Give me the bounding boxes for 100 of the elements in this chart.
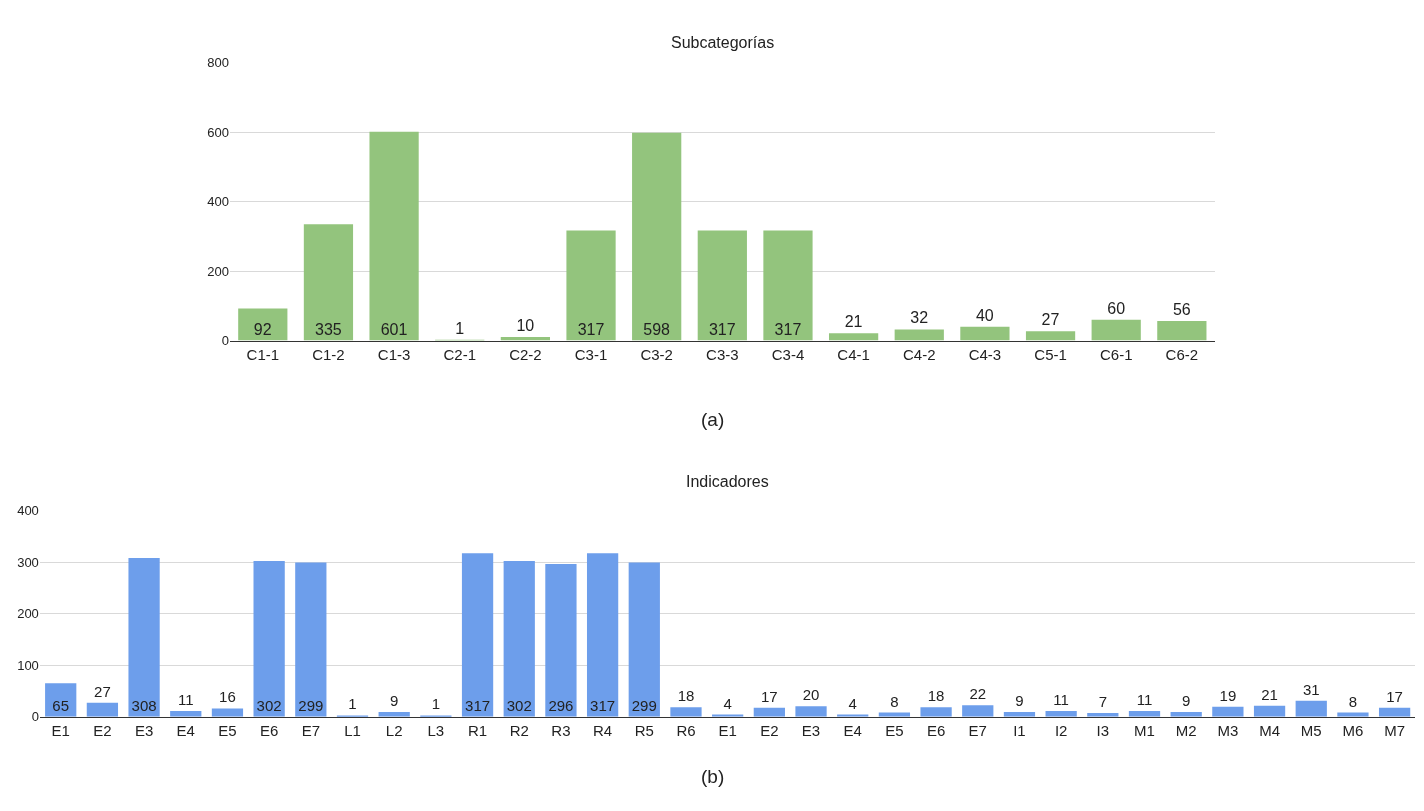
data-label: 92	[253, 320, 272, 338]
x-tick-label: C1-2	[312, 345, 345, 363]
x-tick-label: E2	[760, 721, 779, 739]
y-tick-label: 0	[31, 709, 39, 725]
data-label: 296	[548, 696, 574, 714]
x-tick-label: E6	[926, 721, 946, 739]
x-tick-label: C3-1	[574, 345, 608, 363]
data-label: 317	[465, 696, 491, 714]
data-label: 10	[516, 317, 535, 335]
y-tick-label: 400	[207, 194, 229, 210]
data-label: 1	[455, 319, 465, 337]
data-label: 11	[177, 690, 194, 708]
y-tick-label: 200	[207, 263, 229, 279]
x-tick-label: R6	[676, 721, 696, 739]
y-tick-label: 200	[17, 606, 39, 622]
data-label: 32	[910, 309, 929, 327]
x-tick-label: M1	[1134, 721, 1155, 739]
x-tick-label: R5	[634, 721, 654, 739]
data-label: 18	[677, 687, 695, 705]
y-tick-label: 600	[207, 124, 229, 140]
data-label: 9	[1015, 692, 1024, 709]
x-tick-label: E4	[843, 721, 862, 739]
x-tick-label: C3-4	[771, 345, 805, 363]
x-tick-label: C5-1	[1034, 345, 1067, 363]
data-label: 40	[975, 306, 994, 324]
data-label: 27	[1041, 311, 1060, 329]
data-label: 335	[315, 320, 342, 338]
data-label: 299	[631, 696, 657, 714]
x-tick-label: I2	[1054, 721, 1068, 739]
x-tick-label: C6-2	[1165, 345, 1199, 363]
data-label: 17	[761, 687, 778, 705]
y-tick-label: 100	[17, 657, 39, 673]
data-label: 601	[380, 320, 408, 338]
x-tick-label: E4	[176, 721, 195, 739]
data-label: 17	[1386, 687, 1403, 705]
x-tick-label: E5	[218, 721, 237, 739]
x-tick-label: M4	[1259, 721, 1280, 739]
x-tick-label: I1	[1013, 721, 1026, 739]
x-tick-label: C3-3	[706, 345, 739, 363]
data-label: 4	[723, 694, 732, 712]
data-label: 19	[1219, 686, 1237, 704]
data-label: 1	[348, 695, 357, 713]
data-label: 317	[577, 320, 605, 338]
x-tick-label: E3	[801, 721, 821, 739]
x-tick-label: C2-1	[443, 345, 476, 363]
x-tick-label: E3	[134, 721, 154, 739]
x-tick-label: L3	[427, 721, 445, 739]
data-label: 65	[52, 696, 70, 714]
x-tick-label: M7	[1384, 721, 1406, 739]
chart-title: Indicadores	[686, 473, 769, 490]
data-label: 21	[1261, 685, 1278, 703]
y-tick-label: 0	[221, 333, 229, 349]
x-tick-label: C6-1	[1099, 345, 1133, 363]
x-tick-label: E2	[93, 721, 112, 739]
data-label: 8	[890, 692, 899, 710]
text: (b)	[701, 766, 725, 787]
data-label: 598	[643, 320, 671, 338]
data-label: 317	[774, 320, 802, 338]
data-label: 302	[506, 696, 532, 714]
data-label: 11	[1136, 690, 1153, 708]
x-tick-label: L2	[385, 721, 403, 739]
x-tick-label: E1	[51, 721, 70, 739]
x-tick-label: C1-1	[246, 345, 280, 363]
x-tick-label: R2	[509, 721, 529, 739]
data-label: 22	[969, 685, 987, 703]
data-label: 9	[390, 692, 399, 709]
x-tick-label: C1-3	[377, 345, 411, 363]
data-label: 4	[848, 694, 857, 712]
x-tick-label: C4-2	[903, 345, 936, 363]
x-tick-label: M5	[1300, 721, 1322, 739]
x-tick-label: M2	[1175, 721, 1197, 739]
y-tick-label: 300	[17, 554, 39, 570]
data-label: 11	[1053, 690, 1069, 708]
x-tick-label: E1	[718, 721, 737, 739]
x-tick-label: E7	[301, 721, 320, 739]
data-label: 7	[1098, 693, 1107, 711]
data-label: 317	[590, 696, 616, 714]
x-tick-label: E6	[259, 721, 279, 739]
x-tick-label: E5	[885, 721, 904, 739]
data-label: 18	[927, 687, 945, 705]
x-tick-label: E7	[968, 721, 987, 739]
x-tick-label: C4-1	[837, 345, 870, 363]
y-tick-label: 800	[207, 55, 229, 71]
data-label: 317	[708, 320, 736, 338]
data-label: 21	[844, 313, 863, 331]
data-label: 9	[1182, 692, 1191, 709]
data-label: 8	[1348, 692, 1358, 710]
data-label: 60	[1107, 299, 1126, 317]
chart-title: Subcategorías	[671, 34, 775, 51]
data-label: 302	[256, 696, 282, 714]
text: (a)	[701, 409, 725, 430]
x-tick-label: R4	[593, 721, 613, 739]
data-label: 299	[298, 696, 324, 714]
x-tick-label: R3	[551, 721, 571, 739]
x-tick-label: C2-2	[509, 345, 542, 363]
data-label: 27	[94, 682, 111, 700]
x-tick-label: M3	[1217, 721, 1239, 739]
data-label: 308	[131, 696, 157, 714]
y-tick-label: 400	[17, 503, 39, 519]
x-tick-label: C3-2	[640, 345, 673, 363]
